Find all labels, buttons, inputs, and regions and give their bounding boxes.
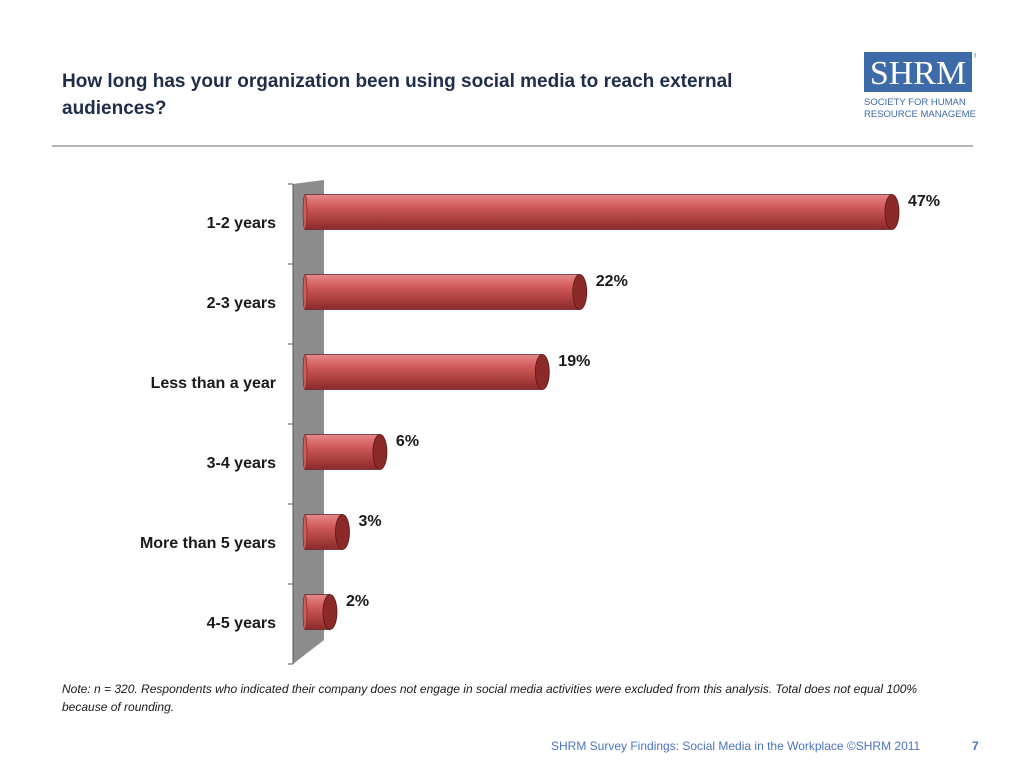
title-divider [52, 145, 973, 147]
svg-text:SHRM: SHRM [870, 55, 966, 92]
bar-end-cap [372, 434, 388, 470]
bar-base-cap [302, 194, 308, 230]
category-label: 4-5 years [207, 615, 276, 632]
shrm-logo: SHRM ® SOCIETY FOR HUMAN RESOURCE MANAGE… [864, 52, 976, 120]
svg-text:RESOURCE MANAGEMENT: RESOURCE MANAGEMENT [864, 109, 976, 120]
footer-text: SHRM Survey Findings: Social Media in th… [551, 739, 921, 753]
bar [304, 354, 543, 390]
bar-base-cap [302, 514, 308, 550]
category-label: 3-4 years [207, 455, 276, 472]
bar-base-cap [302, 274, 308, 310]
data-label: 22% [596, 273, 628, 290]
bar [304, 434, 381, 470]
bar-base-cap [302, 354, 308, 390]
bar [304, 274, 581, 310]
data-label: 2% [346, 593, 369, 610]
bar-base-cap [302, 434, 308, 470]
category-label: More than 5 years [140, 535, 276, 552]
bar-chart: 1-2 years 47% 2-3 years 22% Less than a year… [140, 180, 940, 665]
category-label: Less than a year [151, 375, 276, 392]
data-label: 3% [358, 513, 381, 530]
bar-end-cap [335, 514, 350, 550]
page-number: 7 [972, 739, 979, 753]
bar-base-cap [302, 594, 308, 630]
bar-end-cap [884, 194, 900, 230]
data-label: 47% [908, 193, 940, 210]
svg-text:SOCIETY FOR HUMAN: SOCIETY FOR HUMAN [864, 97, 966, 108]
data-label: 19% [558, 353, 590, 370]
bar [304, 194, 893, 230]
svg-text:®: ® [974, 52, 976, 60]
chart-note: Note: n = 320. Respondents who indicated… [62, 682, 918, 714]
category-label: 1-2 years [207, 215, 276, 232]
bar-end-cap [322, 594, 338, 630]
bar-end-cap [534, 354, 550, 390]
chart-back-wall [293, 180, 324, 664]
data-label: 6% [396, 433, 419, 450]
chart-title: How long has your organization been usin… [62, 71, 733, 119]
category-label: 2-3 years [207, 295, 276, 312]
bar-end-cap [572, 274, 588, 310]
